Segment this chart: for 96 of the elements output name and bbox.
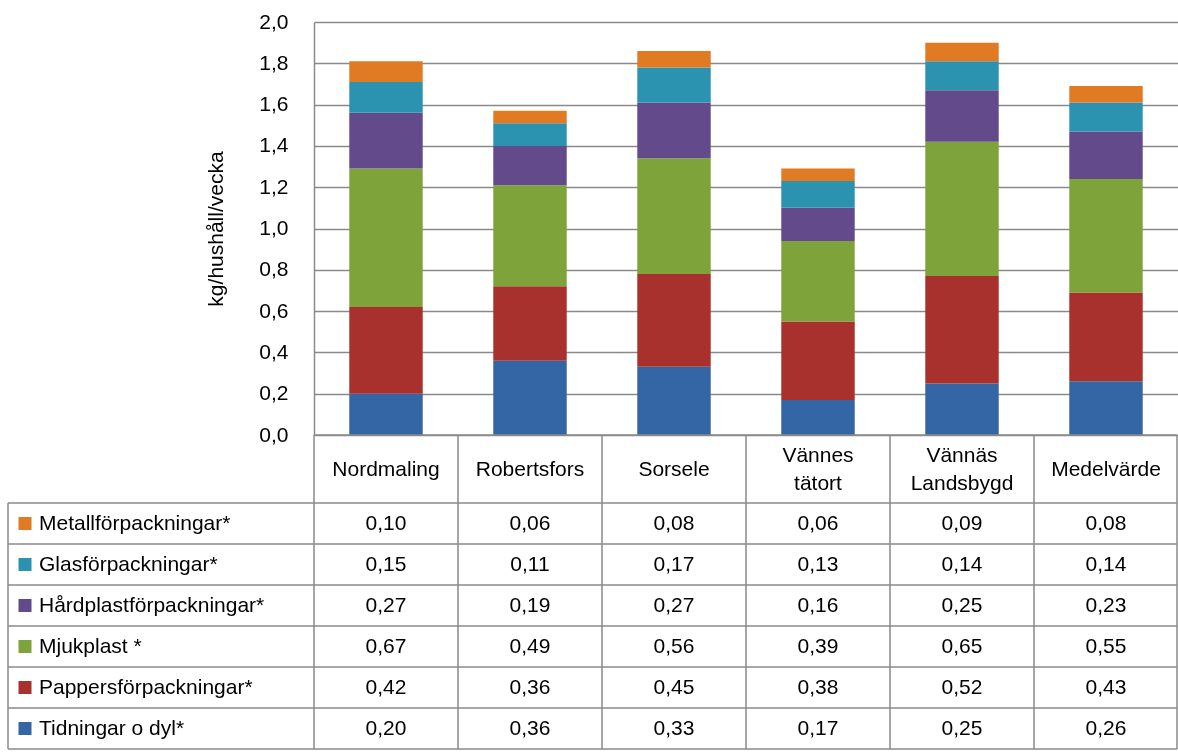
bar bbox=[493, 145, 567, 186]
bar bbox=[925, 141, 999, 276]
data-label: 0,17 bbox=[797, 715, 839, 739]
x-tick-label: Vännes tätort bbox=[782, 442, 854, 494]
data-label: 0,06 bbox=[509, 510, 551, 534]
legend-label: Glasförpackningar* bbox=[39, 551, 218, 575]
y-tick-label: 1,2 bbox=[259, 174, 289, 198]
data-label: 0,06 bbox=[797, 510, 839, 534]
data-label: 0,20 bbox=[365, 715, 407, 739]
bar bbox=[781, 321, 855, 400]
bar bbox=[925, 61, 999, 91]
x-tick-label: Vännäs Landsbygd bbox=[910, 442, 1014, 494]
legend-label: Mjukplast * bbox=[39, 633, 142, 657]
data-label: 0,45 bbox=[653, 674, 695, 698]
y-tick-label: 0,6 bbox=[259, 298, 289, 322]
data-label: 0,08 bbox=[1085, 510, 1127, 534]
data-label: 0,26 bbox=[1085, 715, 1127, 739]
data-label: 0,49 bbox=[509, 633, 551, 657]
y-tick-label: 2,0 bbox=[259, 9, 289, 33]
y-tick-label: 0,4 bbox=[259, 339, 289, 363]
data-label: 0,55 bbox=[1085, 633, 1127, 657]
data-label: 0,14 bbox=[941, 551, 983, 575]
bar bbox=[349, 306, 423, 394]
legend-label: Metallförpackningar* bbox=[39, 510, 231, 534]
data-label: 0,43 bbox=[1085, 674, 1127, 698]
bar bbox=[781, 207, 855, 241]
bar bbox=[349, 61, 423, 82]
data-label: 0,67 bbox=[365, 633, 407, 657]
bar bbox=[925, 90, 999, 142]
x-tick-label: Sorsele bbox=[638, 456, 710, 480]
data-label: 0,38 bbox=[797, 674, 839, 698]
x-tick-label: Nordmaling bbox=[332, 456, 440, 480]
data-label: 0,15 bbox=[365, 551, 407, 575]
bar bbox=[781, 168, 855, 182]
bar bbox=[925, 42, 999, 62]
bar bbox=[349, 168, 423, 307]
data-label: 0,42 bbox=[365, 674, 407, 698]
data-label: 0,25 bbox=[941, 715, 983, 739]
legend-label: Pappersförpackningar* bbox=[39, 674, 253, 698]
y-tick-label: 1,4 bbox=[259, 133, 289, 157]
data-label: 0,65 bbox=[941, 633, 983, 657]
data-label: 0,27 bbox=[365, 592, 407, 616]
data-label: 0,36 bbox=[509, 715, 551, 739]
bar bbox=[781, 399, 855, 435]
bar bbox=[349, 393, 423, 435]
bar bbox=[637, 102, 711, 159]
bar bbox=[1069, 86, 1143, 103]
y-tick-label: 0,8 bbox=[259, 257, 289, 281]
data-label: 0,27 bbox=[653, 592, 695, 616]
bar bbox=[349, 112, 423, 169]
legend-label: Hårdplastförpackningar* bbox=[39, 592, 265, 616]
data-label: 0,36 bbox=[509, 674, 551, 698]
bar bbox=[637, 50, 711, 68]
y-axis-title: kg/hushåll/vecka bbox=[204, 151, 228, 307]
bar bbox=[637, 273, 711, 367]
y-tick-label: 1,8 bbox=[259, 50, 289, 74]
y-tick-label: 0,0 bbox=[259, 422, 289, 446]
bar bbox=[493, 360, 567, 435]
bar bbox=[781, 240, 855, 322]
data-label: 0,52 bbox=[941, 674, 983, 698]
bar bbox=[493, 286, 567, 361]
bar bbox=[1069, 381, 1143, 435]
data-label: 0,10 bbox=[365, 510, 407, 534]
data-label: 0,19 bbox=[509, 592, 551, 616]
legend-label: Tidningar o dyl* bbox=[39, 715, 185, 739]
data-label: 0,23 bbox=[1085, 592, 1127, 616]
data-label: 0,56 bbox=[653, 633, 695, 657]
data-label: 0,39 bbox=[797, 633, 839, 657]
bar bbox=[493, 185, 567, 287]
bar bbox=[637, 67, 711, 103]
bar bbox=[493, 110, 567, 124]
bar bbox=[493, 123, 567, 146]
bar bbox=[1069, 131, 1143, 179]
data-label: 0,08 bbox=[653, 510, 695, 534]
data-label: 0,33 bbox=[653, 715, 695, 739]
data-label: 0,13 bbox=[797, 551, 839, 575]
y-tick-label: 1,0 bbox=[259, 216, 289, 239]
x-tick-label: Robertsfors bbox=[475, 456, 585, 480]
data-label: 0,09 bbox=[941, 510, 983, 534]
bar bbox=[637, 158, 711, 274]
bar bbox=[1069, 178, 1143, 293]
bar bbox=[1069, 102, 1143, 132]
data-label: 0,25 bbox=[941, 592, 983, 616]
bar bbox=[637, 366, 711, 435]
bar bbox=[925, 383, 999, 435]
bar bbox=[349, 81, 423, 113]
bar bbox=[925, 276, 999, 384]
bar bbox=[1069, 292, 1143, 382]
data-label: 0,14 bbox=[1085, 551, 1127, 575]
data-label: 0,11 bbox=[510, 551, 550, 575]
data-label: 0,17 bbox=[653, 551, 695, 575]
data-label: 0,16 bbox=[797, 592, 839, 616]
y-tick-label: 1,6 bbox=[259, 92, 289, 116]
y-tick-label: 0,2 bbox=[259, 381, 289, 405]
x-tick-label: Medelvärde bbox=[1051, 456, 1161, 480]
bar bbox=[781, 181, 855, 208]
